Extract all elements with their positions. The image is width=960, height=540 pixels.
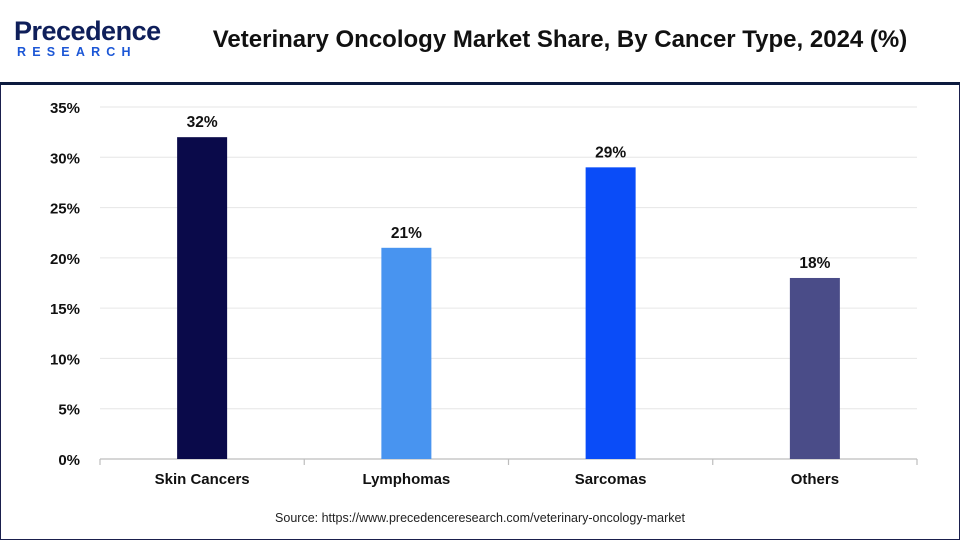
y-tick-label: 15% xyxy=(50,301,80,318)
data-label: 32% xyxy=(187,114,218,131)
header-divider xyxy=(0,82,960,85)
source-note: Source: https://www.precedenceresearch.c… xyxy=(275,511,685,525)
y-tick-label: 35% xyxy=(50,100,80,117)
brand-logo: Precedence RESEARCH xyxy=(14,16,164,66)
y-tick-label: 10% xyxy=(50,351,80,368)
y-tick-label: 5% xyxy=(58,402,80,419)
y-tick-label: 0% xyxy=(58,452,80,469)
data-label: 21% xyxy=(391,225,422,242)
bar-chart: 0% 5% 10% 15% 20% 25% 30% 35% 32% Skin Cancers 21%… xyxy=(50,100,918,488)
header: Precedence RESEARCH Veterinary Oncology … xyxy=(0,0,960,82)
logo-sub-text: RESEARCH xyxy=(17,45,137,59)
x-tick-label: Skin Cancers xyxy=(155,471,250,488)
x-tick-label: Sarcomas xyxy=(575,471,647,488)
x-tick-label: Others xyxy=(791,471,839,488)
bar xyxy=(585,167,636,459)
data-label: 29% xyxy=(595,144,626,161)
data-label: 18% xyxy=(799,255,830,272)
y-tick-label: 20% xyxy=(50,251,80,268)
bar xyxy=(381,247,432,459)
y-tick-label: 30% xyxy=(50,150,80,167)
logo-main-text: Precedence xyxy=(14,16,161,46)
chart-area: 0% 5% 10% 15% 20% 25% 30% 35% 32% Skin Cancers 21%… xyxy=(0,85,960,505)
bar xyxy=(789,277,840,459)
chart-title: Veterinary Oncology Market Share, By Can… xyxy=(212,26,908,53)
x-tick-label: Lymphomas xyxy=(362,471,450,488)
bar xyxy=(177,137,228,459)
y-tick-label: 25% xyxy=(50,201,80,218)
